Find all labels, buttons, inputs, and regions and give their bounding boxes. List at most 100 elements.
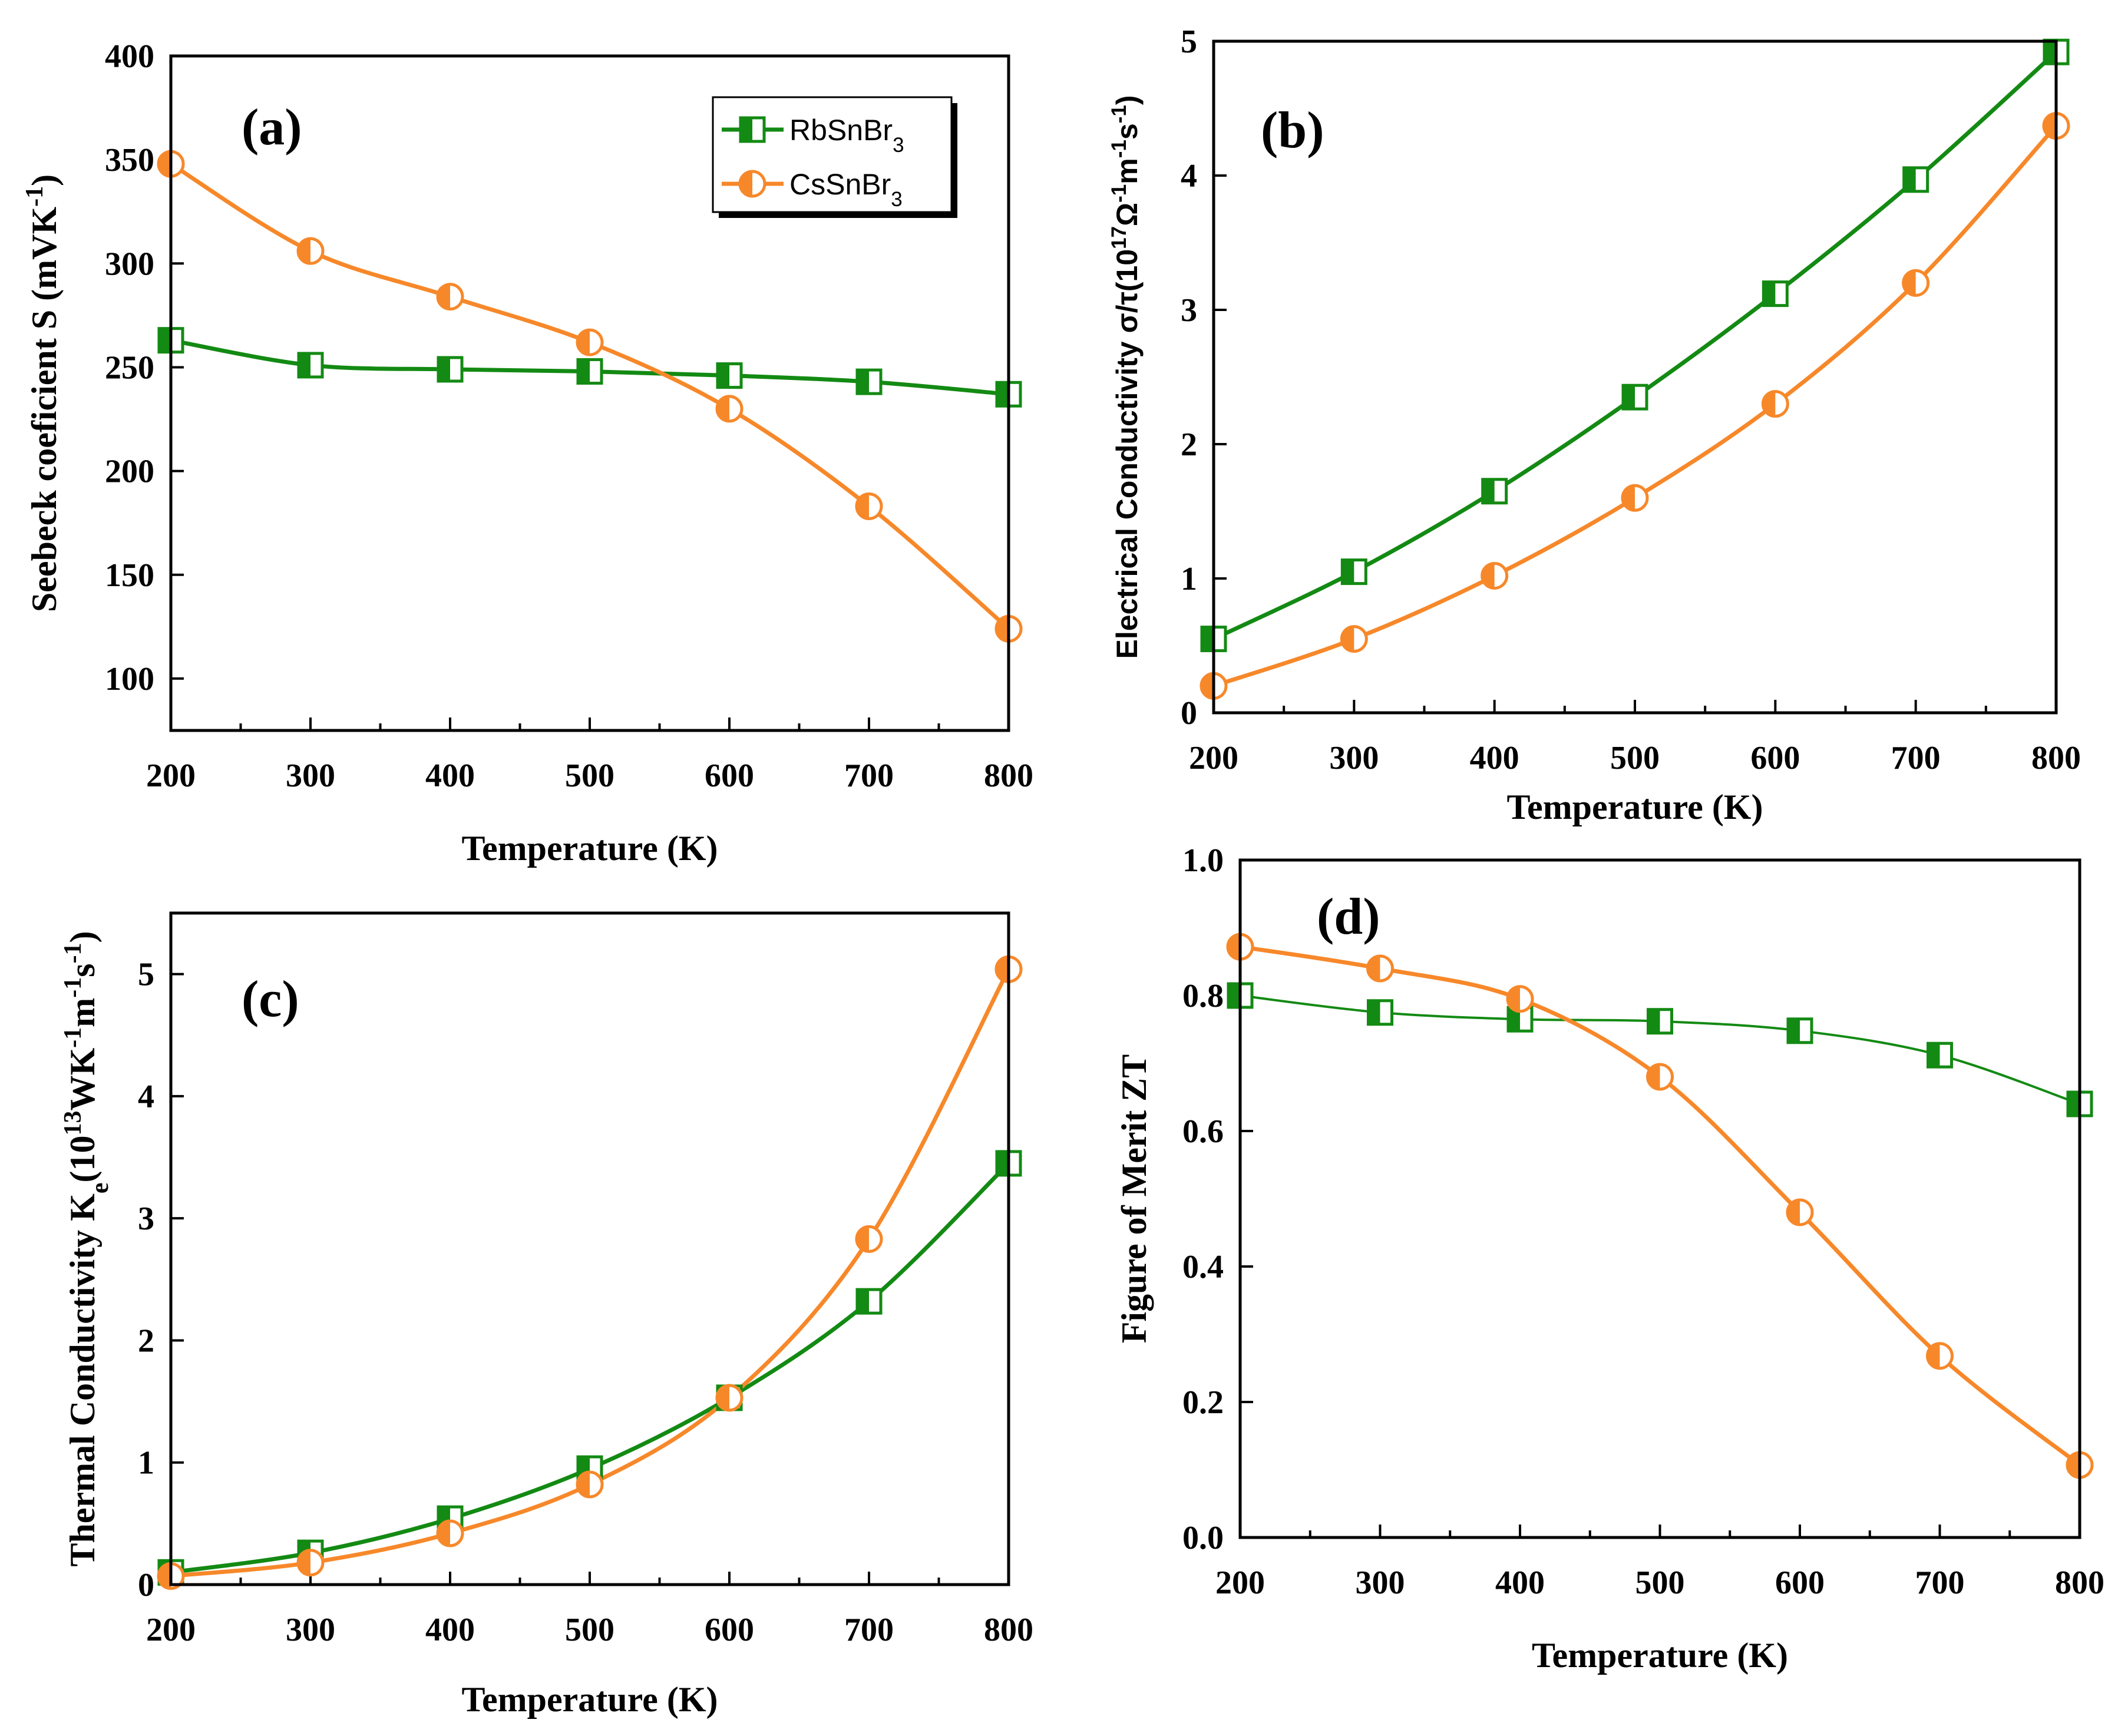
y-tick-label: 300 bbox=[105, 246, 154, 282]
y-axis-label: Thermal Conductivity Ke(1013WK-1m-1s-1) bbox=[60, 931, 114, 1567]
x-tick-label: 700 bbox=[844, 758, 894, 794]
data-point-rbsnbr3 bbox=[1647, 1008, 1673, 1035]
data-point-cssnbr3 bbox=[855, 492, 883, 521]
y-tick-label: 1 bbox=[138, 1445, 154, 1482]
series-line-cssnbr3 bbox=[170, 162, 1010, 631]
series-line-rbsnbr3 bbox=[170, 1162, 1010, 1575]
legend-entry-label: RbSnBr3 bbox=[789, 114, 904, 157]
y-tick-label: 100 bbox=[105, 661, 154, 697]
x-tick-label: 300 bbox=[1356, 1565, 1405, 1601]
data-point-cssnbr3 bbox=[576, 328, 604, 356]
legend-marker-cssnbr3 bbox=[738, 170, 766, 198]
data-point-cssnbr3 bbox=[855, 1225, 883, 1253]
x-tick-label: 700 bbox=[844, 1612, 894, 1648]
x-tick-label: 500 bbox=[565, 1612, 614, 1648]
data-point-cssnbr3 bbox=[715, 395, 744, 423]
data-point-rbsnbr3 bbox=[1927, 1041, 1953, 1069]
y-tick-label: 2 bbox=[1181, 426, 1197, 463]
panel-label: (a) bbox=[242, 99, 302, 156]
data-point-rbsnbr3 bbox=[855, 1288, 883, 1315]
data-point-cssnbr3 bbox=[1761, 390, 1789, 418]
y-tick-label: 0.4 bbox=[1182, 1249, 1224, 1285]
y-tick-label: 0.6 bbox=[1182, 1113, 1224, 1150]
y-tick-label: 200 bbox=[105, 454, 154, 490]
y-axis-label: Seebeck coeficient S (mVK-1) bbox=[21, 174, 64, 612]
data-point-rbsnbr3 bbox=[1367, 999, 1393, 1026]
data-point-cssnbr3 bbox=[436, 1519, 464, 1547]
data-point-cssnbr3 bbox=[1902, 269, 1930, 297]
x-tick-label: 400 bbox=[1495, 1565, 1545, 1601]
x-tick-label: 800 bbox=[984, 758, 1033, 794]
data-point-rbsnbr3 bbox=[1762, 280, 1789, 307]
y-tick-label: 0.8 bbox=[1182, 978, 1224, 1014]
x-tick-label: 700 bbox=[1915, 1565, 1965, 1601]
x-tick-label: 500 bbox=[1610, 740, 1660, 776]
x-tick-label: 600 bbox=[1750, 740, 1800, 776]
y-tick-label: 4 bbox=[1181, 158, 1197, 194]
data-point-cssnbr3 bbox=[296, 237, 325, 265]
panel-a-seebeck-chart: 200 300 400 500 600 700 800 100 150 200 250 300 350 4… bbox=[21, 38, 1033, 868]
data-point-rbsnbr3 bbox=[1786, 1017, 1813, 1044]
data-point-cssnbr3 bbox=[715, 1384, 744, 1412]
y-tick-label: 3 bbox=[1181, 292, 1197, 329]
data-point-cssnbr3 bbox=[1621, 484, 1649, 512]
x-tick-label: 200 bbox=[146, 758, 196, 794]
x-axis-label: Temperature (K) bbox=[1507, 788, 1763, 826]
data-point-cssnbr3 bbox=[296, 1549, 325, 1577]
plot-frame bbox=[169, 911, 1010, 1586]
x-tick-label: 200 bbox=[1189, 740, 1238, 776]
y-axis-label: Electrical Conductivity σ/τ(1017Ω-1m-1s-… bbox=[1108, 95, 1144, 659]
y-tick-label: 1.0 bbox=[1182, 842, 1224, 879]
panel-label: (b) bbox=[1261, 102, 1324, 159]
y-tick-label: 5 bbox=[138, 957, 154, 993]
x-tick-label: 300 bbox=[1329, 740, 1379, 776]
x-tick-label: 200 bbox=[146, 1612, 196, 1648]
x-tick-label: 800 bbox=[984, 1612, 1033, 1648]
x-tick-label: 400 bbox=[425, 758, 475, 794]
x-axis-label: Temperature (K) bbox=[1532, 1636, 1788, 1675]
data-point-cssnbr3 bbox=[1646, 1063, 1674, 1091]
data-point-cssnbr3 bbox=[1366, 954, 1394, 983]
x-tick-label: 700 bbox=[1891, 740, 1941, 776]
data-point-rbsnbr3 bbox=[1621, 383, 1648, 411]
y-tick-label: 3 bbox=[138, 1201, 154, 1237]
y-tick-label: 1 bbox=[1181, 561, 1197, 597]
data-point-cssnbr3 bbox=[1506, 985, 1534, 1013]
data-point-rbsnbr3 bbox=[437, 356, 464, 383]
x-tick-label: 600 bbox=[705, 1612, 754, 1648]
x-tick-label: 800 bbox=[2055, 1565, 2104, 1601]
y-tick-label: 0.2 bbox=[1182, 1384, 1224, 1421]
data-point-rbsnbr3 bbox=[1481, 478, 1508, 505]
y-tick-label: 150 bbox=[105, 557, 154, 594]
y-tick-label: 0 bbox=[138, 1567, 154, 1603]
y-tick-label: 350 bbox=[105, 142, 154, 178]
y-tick-label: 0 bbox=[1181, 695, 1197, 732]
y-tick-label: 2 bbox=[138, 1322, 154, 1359]
data-point-rbsnbr3 bbox=[716, 362, 743, 389]
data-point-cssnbr3 bbox=[1340, 625, 1368, 653]
y-tick-label: 0.0 bbox=[1182, 1520, 1224, 1556]
plot-frame bbox=[1212, 39, 2058, 715]
data-point-rbsnbr3 bbox=[297, 352, 324, 379]
data-point-cssnbr3 bbox=[436, 283, 464, 311]
legend-marker-rbsnbr3 bbox=[739, 116, 766, 143]
y-tick-label: 5 bbox=[1181, 24, 1197, 60]
panel-b-electrical-conductivity-chart: 200 300 400 500 600 700 800 0 1 2 3 4 5 (b) Temperatur… bbox=[1108, 24, 2081, 826]
panel-c-thermal-conductivity-chart: 200 300 400 500 600 700 800 0 1 2 3 4 5 (c) Temperatur… bbox=[60, 911, 1033, 1719]
panel-d-figure-of-merit-chart: 200 300 400 500 600 700 800 0.0 0.2 0.4 0.6 0.8 1.0 (… bbox=[1115, 842, 2104, 1675]
panel-label: (c) bbox=[242, 971, 299, 1028]
x-tick-label: 500 bbox=[565, 758, 614, 794]
x-tick-label: 400 bbox=[425, 1612, 475, 1648]
x-tick-label: 600 bbox=[705, 758, 754, 794]
x-axis-label: Temperature (K) bbox=[462, 829, 718, 868]
data-point-rbsnbr3 bbox=[855, 368, 883, 395]
data-point-cssnbr3 bbox=[1926, 1342, 1954, 1370]
data-point-rbsnbr3 bbox=[1340, 558, 1367, 586]
x-tick-label: 300 bbox=[286, 758, 335, 794]
data-point-rbsnbr3 bbox=[576, 358, 603, 385]
y-tick-label: 4 bbox=[138, 1079, 154, 1115]
y-axis-label: Figure of Merit ZT bbox=[1115, 1054, 1154, 1343]
series-line-rbsnbr3 bbox=[1212, 50, 2058, 641]
data-point-cssnbr3 bbox=[1481, 561, 1509, 590]
